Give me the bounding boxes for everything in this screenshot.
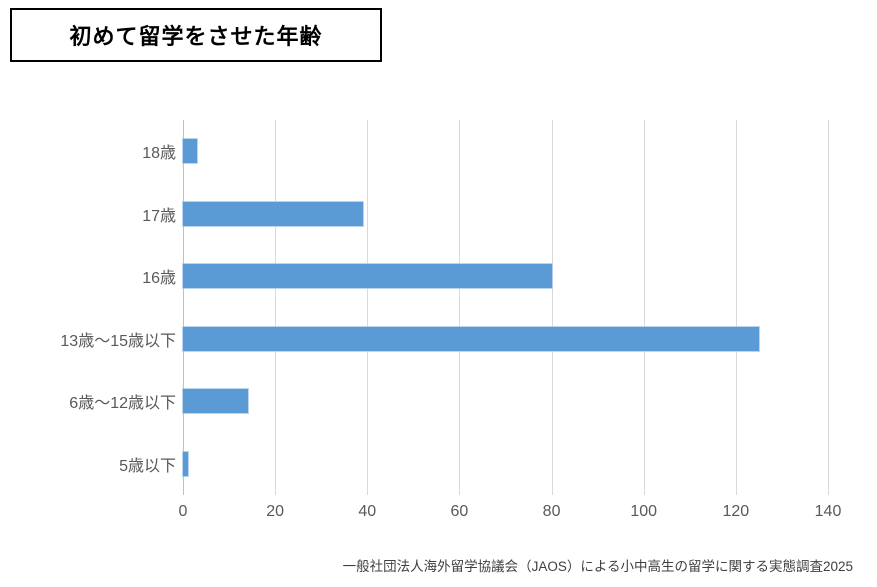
category-label: 13歳～15歳以下: [60, 332, 176, 350]
chart-title-box: 初めて留学をさせた年齢: [10, 8, 382, 62]
bar: [183, 201, 363, 226]
category-labels: 18歳 17歳 16歳 13歳～15歳以下 6歳～12歳以下 5歳以下: [0, 120, 176, 495]
category-label: 5歳以下: [119, 457, 176, 475]
x-tick-label: 100: [630, 503, 658, 520]
gridline: [275, 120, 277, 495]
y-axis-line: [183, 120, 184, 495]
gridline: [643, 120, 645, 495]
x-axis-ticks: 0 20 40 60 80 100 120 140: [179, 503, 842, 533]
x-tick-label: 140: [814, 503, 842, 520]
bar: [183, 264, 552, 289]
x-tick-label: 120: [722, 503, 750, 520]
x-tick-label: 20: [266, 503, 285, 520]
chart-title: 初めて留学をさせた年齢: [69, 24, 323, 49]
category-label: 16歳: [142, 270, 176, 288]
gridline: [735, 120, 737, 495]
gridline: [551, 120, 553, 495]
x-tick-label: 80: [542, 503, 561, 520]
x-tick-label: 60: [450, 503, 469, 520]
bar: [183, 326, 759, 351]
gridline: [367, 120, 369, 495]
gridline: [459, 120, 461, 495]
bar: [183, 389, 248, 414]
x-tick-label: 40: [358, 503, 377, 520]
source-note: 一般社団法人海外留学協議会（JAOS）による小中高生の留学に関する実態調査202…: [342, 559, 853, 574]
bar: [183, 139, 197, 164]
plot-area: [183, 120, 829, 495]
gridline: [828, 120, 829, 495]
category-label: 17歳: [142, 207, 176, 225]
x-tick-label: 0: [178, 503, 188, 520]
bar: [183, 451, 188, 476]
category-label: 6歳～12歳以下: [69, 395, 176, 413]
category-label: 18歳: [142, 145, 176, 163]
